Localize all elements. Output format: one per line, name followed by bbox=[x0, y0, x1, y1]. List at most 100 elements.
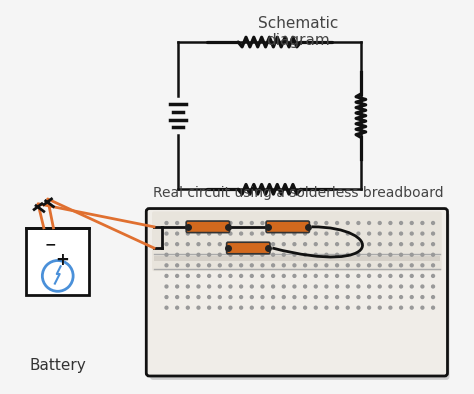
Circle shape bbox=[272, 275, 274, 277]
Circle shape bbox=[336, 285, 338, 288]
Circle shape bbox=[186, 232, 189, 235]
Circle shape bbox=[165, 243, 168, 245]
Circle shape bbox=[421, 285, 424, 288]
Circle shape bbox=[421, 243, 424, 245]
Circle shape bbox=[293, 275, 296, 277]
Circle shape bbox=[165, 306, 168, 309]
Circle shape bbox=[304, 306, 307, 309]
Circle shape bbox=[165, 275, 168, 277]
Circle shape bbox=[219, 243, 221, 245]
Circle shape bbox=[261, 264, 264, 267]
Circle shape bbox=[389, 243, 392, 245]
Circle shape bbox=[378, 275, 381, 277]
Circle shape bbox=[336, 264, 338, 267]
Circle shape bbox=[389, 232, 392, 235]
Circle shape bbox=[283, 243, 285, 245]
Circle shape bbox=[304, 253, 307, 256]
Circle shape bbox=[261, 285, 264, 288]
Circle shape bbox=[272, 221, 274, 225]
Circle shape bbox=[250, 232, 253, 235]
Circle shape bbox=[378, 264, 381, 267]
Circle shape bbox=[250, 221, 253, 225]
Circle shape bbox=[400, 306, 402, 309]
Circle shape bbox=[240, 243, 243, 245]
Circle shape bbox=[219, 232, 221, 235]
Circle shape bbox=[165, 296, 168, 299]
Circle shape bbox=[421, 264, 424, 267]
Text: +: + bbox=[55, 251, 70, 269]
Circle shape bbox=[229, 306, 232, 309]
Circle shape bbox=[240, 264, 243, 267]
Circle shape bbox=[336, 275, 338, 277]
Circle shape bbox=[272, 306, 274, 309]
Circle shape bbox=[250, 264, 253, 267]
Circle shape bbox=[432, 243, 435, 245]
Circle shape bbox=[219, 253, 221, 256]
Circle shape bbox=[304, 264, 307, 267]
Circle shape bbox=[432, 253, 435, 256]
Circle shape bbox=[272, 243, 274, 245]
Circle shape bbox=[368, 243, 371, 245]
Circle shape bbox=[304, 221, 307, 225]
Circle shape bbox=[336, 253, 338, 256]
Circle shape bbox=[293, 285, 296, 288]
Circle shape bbox=[346, 296, 349, 299]
Circle shape bbox=[176, 275, 179, 277]
Circle shape bbox=[283, 296, 285, 299]
Circle shape bbox=[272, 264, 274, 267]
Circle shape bbox=[314, 243, 317, 245]
Circle shape bbox=[357, 243, 360, 245]
Circle shape bbox=[314, 306, 317, 309]
Circle shape bbox=[165, 232, 168, 235]
Circle shape bbox=[357, 232, 360, 235]
Circle shape bbox=[400, 253, 402, 256]
Circle shape bbox=[165, 285, 168, 288]
Circle shape bbox=[432, 296, 435, 299]
Circle shape bbox=[240, 232, 243, 235]
Circle shape bbox=[357, 221, 360, 225]
Circle shape bbox=[389, 306, 392, 309]
Circle shape bbox=[304, 243, 307, 245]
Circle shape bbox=[346, 264, 349, 267]
Circle shape bbox=[389, 285, 392, 288]
Circle shape bbox=[400, 232, 402, 235]
Circle shape bbox=[229, 285, 232, 288]
Circle shape bbox=[293, 253, 296, 256]
Circle shape bbox=[240, 306, 243, 309]
Circle shape bbox=[208, 306, 210, 309]
Circle shape bbox=[304, 232, 307, 235]
Circle shape bbox=[410, 306, 413, 309]
Circle shape bbox=[176, 253, 179, 256]
Circle shape bbox=[410, 232, 413, 235]
Circle shape bbox=[240, 221, 243, 225]
Circle shape bbox=[176, 296, 179, 299]
Circle shape bbox=[165, 264, 168, 267]
Circle shape bbox=[250, 285, 253, 288]
Circle shape bbox=[229, 264, 232, 267]
Circle shape bbox=[304, 275, 307, 277]
Circle shape bbox=[219, 221, 221, 225]
Circle shape bbox=[240, 275, 243, 277]
Circle shape bbox=[176, 264, 179, 267]
Circle shape bbox=[176, 285, 179, 288]
FancyBboxPatch shape bbox=[146, 208, 447, 376]
Circle shape bbox=[378, 243, 381, 245]
Circle shape bbox=[197, 264, 200, 267]
Circle shape bbox=[219, 275, 221, 277]
Circle shape bbox=[229, 221, 232, 225]
Text: Real circuit using a solderless breadboard: Real circuit using a solderless breadboa… bbox=[153, 186, 444, 200]
Circle shape bbox=[283, 232, 285, 235]
Circle shape bbox=[325, 285, 328, 288]
Circle shape bbox=[240, 253, 243, 256]
Circle shape bbox=[219, 296, 221, 299]
Circle shape bbox=[240, 285, 243, 288]
Circle shape bbox=[389, 264, 392, 267]
Circle shape bbox=[229, 243, 232, 245]
Circle shape bbox=[400, 264, 402, 267]
Circle shape bbox=[186, 275, 189, 277]
Circle shape bbox=[197, 306, 200, 309]
Circle shape bbox=[186, 285, 189, 288]
FancyBboxPatch shape bbox=[152, 212, 442, 271]
Circle shape bbox=[197, 232, 200, 235]
Circle shape bbox=[293, 264, 296, 267]
